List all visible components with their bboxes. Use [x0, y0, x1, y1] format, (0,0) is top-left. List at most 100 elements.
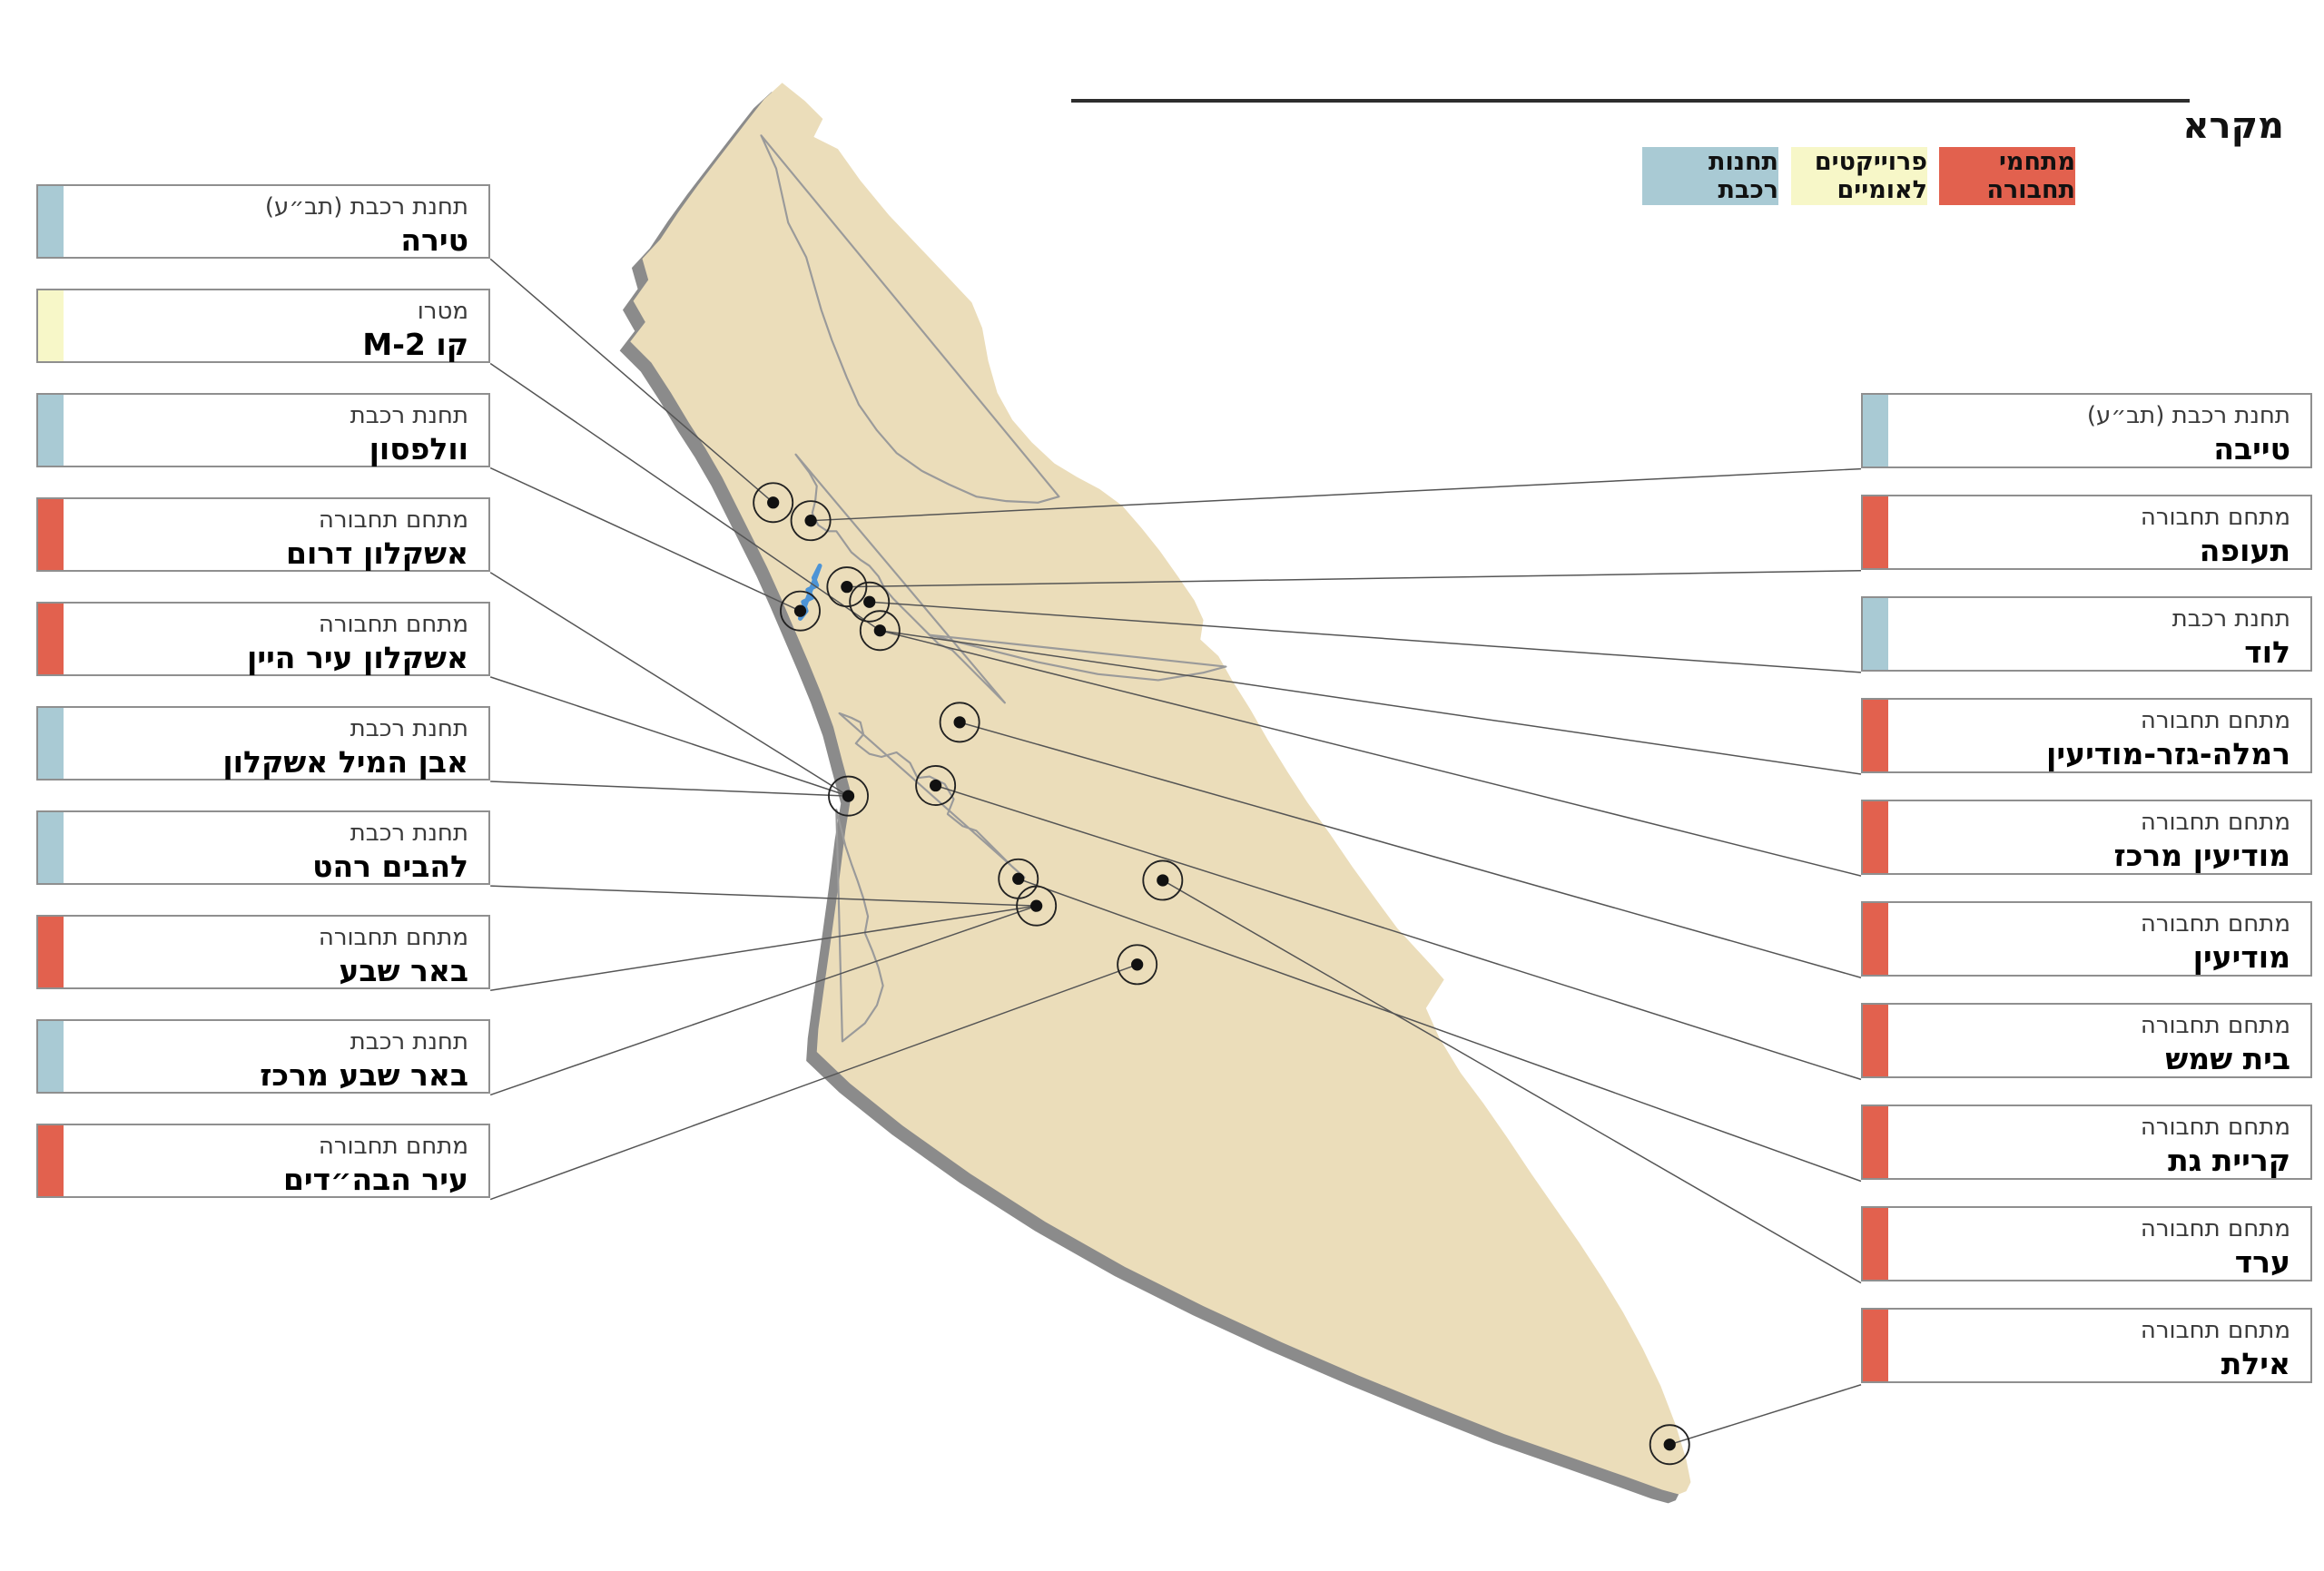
boundary-line-1: [760, 134, 1060, 504]
legend-item-national_project: פרוייקטים לאומיים: [1791, 147, 1927, 205]
category-stripe-national_project: [38, 290, 64, 361]
category-stripe-train_station: [38, 812, 64, 883]
station-name: טירה: [400, 222, 468, 259]
label-text: מטרו קו M-2: [64, 290, 488, 362]
station-dot: [873, 624, 886, 637]
station-dot: [842, 790, 855, 802]
label-right-רמלה-גזר-מודיעין: מתחם תחבורה רמלה-גזר-מודיעין: [1861, 698, 2312, 773]
station-ring: [1016, 885, 1058, 927]
station-name: תעופה: [2199, 533, 2290, 569]
category-stripe-train_station: [1863, 395, 1888, 466]
station-ring: [780, 590, 821, 632]
station-type: תחנת רכבת: [350, 820, 468, 847]
station-dot: [930, 779, 942, 792]
category-stripe-train_station: [38, 1021, 64, 1092]
station-dot: [1663, 1438, 1676, 1451]
label-text: מתחם תחבורה קריית גת: [1888, 1106, 2310, 1178]
label-text: מתחם תחבורה באר שבע: [64, 917, 488, 988]
label-left-טירה: תחנת רכבת (תב״ע) טירה: [36, 184, 490, 259]
connector-line: [490, 905, 1037, 991]
station-type: תחנת רכבת: [350, 1028, 468, 1056]
station-ring: [915, 765, 957, 806]
label-connector-lines: [489, 258, 1862, 1446]
station-type: מתחם תחבורה: [318, 611, 468, 638]
label-text: תחנת רכבת באר שבע מרכז: [64, 1021, 488, 1093]
label-text: מתחם תחבורה ערד: [1888, 1208, 2310, 1280]
station-type: מתחם תחבורה: [318, 506, 468, 534]
label-text: תחנת רכבת וולפסון: [64, 395, 488, 466]
station-type: תחנת רכבת: [350, 402, 468, 429]
legend-item-hub: מתחמי תחבורה: [1939, 147, 2075, 205]
label-left-עיר-הבה-דים: מתחם תחבורה עיר הבה״דים: [36, 1124, 490, 1198]
label-left-וולפסון: תחנת רכבת וולפסון: [36, 393, 490, 467]
station-dot: [841, 581, 853, 594]
station-type: מתחם תחבורה: [2140, 504, 2290, 531]
label-text: מתחם תחבורה אשקלון עיר היין: [64, 604, 488, 675]
station-ring: [790, 500, 832, 542]
connector-line: [490, 885, 1037, 907]
station-type: מתחם תחבורה: [2140, 910, 2290, 938]
label-text: מתחם תחבורה רמלה-גזר-מודיעין: [1888, 700, 2310, 771]
connector-line: [490, 781, 849, 797]
station-type: מתחם תחבורה: [2140, 707, 2290, 734]
label-right-טייבה: תחנת רכבת (תב״ע) טייבה: [1861, 393, 2312, 468]
station-name: קריית גת: [2168, 1143, 2290, 1179]
boundary-line-5: [928, 633, 1227, 682]
category-stripe-hub: [38, 1125, 64, 1196]
legend-divider-line: [1071, 99, 2190, 103]
station-ring: [826, 566, 868, 608]
connector-line: [489, 964, 1137, 1201]
label-right-תעופה: מתחם תחבורה תעופה: [1861, 495, 2312, 570]
connector-line: [869, 601, 1862, 673]
station-name: ערד: [2234, 1244, 2290, 1281]
connector-line: [880, 629, 1862, 775]
station-dot: [1131, 958, 1144, 971]
station-ring: [1117, 944, 1158, 986]
station-ring: [939, 702, 980, 743]
station-name: להבים רהט: [312, 849, 468, 885]
label-left-אבן-המיל-אשקלון: תחנת רכבת אבן המיל אשקלון: [36, 706, 490, 781]
label-right-בית-שמש: מתחם תחבורה בית שמש: [1861, 1003, 2312, 1078]
station-type: תחנת רכבת (תב״ע): [264, 193, 468, 221]
station-ring: [1649, 1424, 1690, 1466]
label-text: מתחם תחבורה מודיעין מרכז: [1888, 801, 2310, 873]
label-text: תחנת רכבת להבים רהט: [64, 812, 488, 885]
station-dot: [767, 496, 780, 509]
station-dot: [863, 595, 876, 608]
category-stripe-train_station: [1863, 598, 1888, 670]
legend-title: מקרא: [2182, 105, 2284, 147]
station-name: אבן המיל אשקלון: [222, 744, 468, 781]
label-text: תחנת רכבת אבן המיל אשקלון: [64, 708, 488, 781]
connector-line: [811, 467, 1862, 522]
station-type: מתחם תחבורה: [2140, 1114, 2290, 1141]
station-dot: [1012, 872, 1025, 885]
label-left-להבים-רהט: תחנת רכבת להבים רהט: [36, 810, 490, 885]
station-type: מתחם תחבורה: [2140, 1317, 2290, 1344]
station-ring: [1142, 859, 1184, 901]
label-left-קו-M-2: מטרו קו M-2: [36, 289, 490, 363]
label-right-לוד: תחנת רכבת לוד: [1861, 596, 2312, 672]
label-text: תחנת רכבת לוד: [1888, 598, 2310, 670]
label-right-אילת: מתחם תחבורה אילת: [1861, 1308, 2312, 1383]
label-left-באר-שבע: מתחם תחבורה באר שבע: [36, 915, 490, 989]
land-shape: [630, 83, 1691, 1495]
category-stripe-hub: [38, 604, 64, 674]
connector-line: [489, 258, 774, 504]
category-stripe-hub: [1863, 496, 1888, 568]
connector-line: [489, 676, 849, 797]
label-right-מודיעין: מתחם תחבורה מודיעין: [1861, 901, 2312, 977]
station-name: עיר הבה״דים: [282, 1162, 468, 1198]
station-ring: [859, 610, 901, 652]
station-type: מטרו: [417, 298, 468, 325]
label-left-באר-שבע-מרכז: תחנת רכבת באר שבע מרכז: [36, 1019, 490, 1094]
connector-line: [1162, 879, 1862, 1284]
category-stripe-hub: [1863, 1005, 1888, 1076]
label-text: מתחם תחבורה תעופה: [1888, 496, 2310, 568]
station-dot: [1157, 874, 1169, 887]
boundary-line-3: [838, 712, 1026, 879]
boundary-line-2: [794, 453, 1006, 704]
station-name: אילת: [2221, 1346, 2290, 1382]
station-type: מתחם תחבורה: [2140, 1012, 2290, 1039]
connector-line: [1018, 878, 1862, 1183]
connector-line: [846, 569, 1862, 588]
